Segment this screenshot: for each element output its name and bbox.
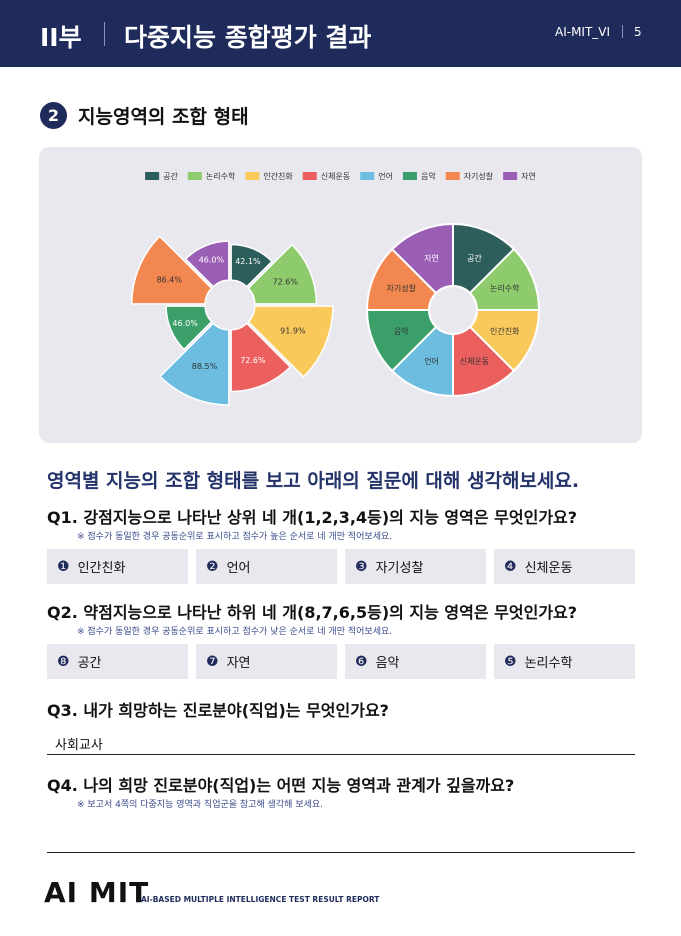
answer-box: ❽ 공간 [47, 644, 188, 679]
segment-label: 논리수학 [490, 283, 520, 293]
answer-box: ❼ 자연 [196, 644, 337, 679]
legend-label: 공간 [163, 171, 178, 181]
footer-logo: AI MIT [44, 876, 150, 909]
legend-label: 논리수학 [206, 171, 236, 181]
value-label: 46.0% [172, 319, 198, 328]
segment-label: 자연 [424, 254, 439, 263]
footer-tagline: AI-BASED MULTIPLE INTELLIGENCE TEST RESU… [141, 895, 380, 904]
sector [159, 322, 230, 406]
sector [230, 243, 274, 288]
sector [390, 222, 454, 295]
answer-text: 공간 [77, 656, 102, 671]
question-title: Q4. 나의 희망 진로분야(직업)는 어떤 지능 영역과 관계가 깊을까요? [47, 776, 515, 795]
header-code: AI-MIT_VI [555, 25, 611, 39]
answer-box: ❻ 음악 [345, 644, 486, 679]
answer-text: 언어 [226, 561, 251, 576]
answer-text: 인간친화 [77, 561, 126, 576]
answer-box: ❶ 인간친화 [47, 549, 188, 584]
segment-label: 음악 [394, 326, 409, 336]
page-number: 5 [634, 25, 642, 39]
answer-text: 신체운동 [524, 561, 573, 576]
value-label: 86.4% [157, 275, 183, 284]
answer-line [47, 754, 635, 755]
segment-label: 자기성찰 [387, 283, 417, 293]
legend-label: 자기성찰 [464, 171, 494, 181]
answer-marker: ❼ [206, 653, 219, 670]
answer-box: ❹ 신체운동 [494, 549, 635, 584]
divider [622, 25, 623, 38]
header-part: II부 [40, 23, 82, 52]
sector [184, 240, 230, 288]
segment-label: 인간친화 [490, 326, 520, 336]
legend-swatch [503, 172, 518, 180]
answer-marker: ❺ [504, 653, 517, 670]
value-label: 91.9% [280, 327, 306, 336]
answer-marker: ❹ [504, 558, 517, 575]
legend-swatch [402, 172, 417, 180]
section-number: 2 [40, 102, 67, 129]
header-title: 다중지능 종합평가 결과 [124, 23, 372, 52]
question-note: ※ 점수가 동일한 경우 공동순위로 표시하고 점수가 높은 순서로 네 개만 … [77, 532, 393, 542]
question-note: ※ 점수가 동일한 경우 공동순위로 표시하고 점수가 낮은 순서로 네 개만 … [77, 627, 393, 637]
answer-marker: ❶ [57, 558, 70, 575]
legend-swatch [187, 172, 202, 180]
value-label: 46.0% [199, 256, 225, 265]
segment-label: 언어 [424, 356, 439, 366]
sector [247, 243, 318, 305]
answer-box: ❸ 자기성찰 [345, 549, 486, 584]
header-bar [0, 0, 681, 67]
answer-text: 사회교사 [55, 738, 103, 753]
answer-text: 자기성찰 [375, 561, 424, 576]
legend-swatch [245, 172, 260, 180]
value-label: 42.1% [235, 257, 261, 266]
legend-swatch [360, 172, 375, 180]
sector [230, 322, 292, 393]
segment-label: 공간 [467, 253, 482, 263]
legend-label: 신체운동 [321, 171, 350, 181]
legend-label: 인간친화 [263, 171, 293, 181]
legend-swatch [302, 172, 317, 180]
value-label: 72.6% [240, 356, 266, 365]
answer-marker: ❽ [57, 653, 70, 670]
answer-text: 음악 [375, 656, 400, 671]
chart: 42.1% 72.6% 91.9% 72.6% 88.5% 46.0% 86.4% 46.0%… [131, 171, 541, 406]
sector [247, 305, 334, 379]
sector [131, 235, 213, 305]
answer-marker: ❷ [206, 558, 219, 575]
question-title: Q3. 내가 희망하는 진로분야(직업)는 무엇인가요? [47, 701, 389, 720]
question-title: Q1. 강점지능으로 나타난 상위 네 개(1,2,3,4등)의 지능 영역은 … [47, 508, 578, 527]
value-label: 72.6% [273, 278, 299, 287]
answer-marker: ❸ [355, 558, 368, 575]
legend-swatch [445, 172, 460, 180]
answer-box: ❺ 논리수학 [494, 644, 635, 679]
footer-line [47, 852, 635, 853]
segment-label: 신체운동 [460, 356, 489, 366]
answer-marker: ❻ [355, 653, 368, 670]
question-note: ※ 보고서 4쪽의 다중지능 영역과 직업군을 참고해 생각해 보세요. [77, 800, 324, 810]
legend-label: 음악 [421, 171, 436, 181]
divider [104, 22, 105, 46]
legend: 공간 논리수학 인간친화 신체운동 언어 음악 자기성찰 자연 [145, 171, 536, 181]
legend-swatch [145, 172, 160, 180]
sector [165, 305, 213, 351]
answer-text: 논리수학 [524, 656, 573, 671]
answer-text: 자연 [226, 656, 251, 671]
legend-label: 자연 [521, 172, 536, 181]
question-title: Q2. 약점지능으로 나타난 하위 네 개(8,7,6,5등)의 지능 영역은 … [47, 603, 578, 622]
answer-box: ❷ 언어 [196, 549, 337, 584]
section-title: 지능영역의 조합 형태 [78, 106, 249, 128]
prompt: 영역별 지능의 조합 형태를 보고 아래의 질문에 대해 생각해보세요. [47, 470, 580, 492]
legend-label: 언어 [378, 171, 393, 181]
value-label: 88.5% [192, 362, 218, 371]
